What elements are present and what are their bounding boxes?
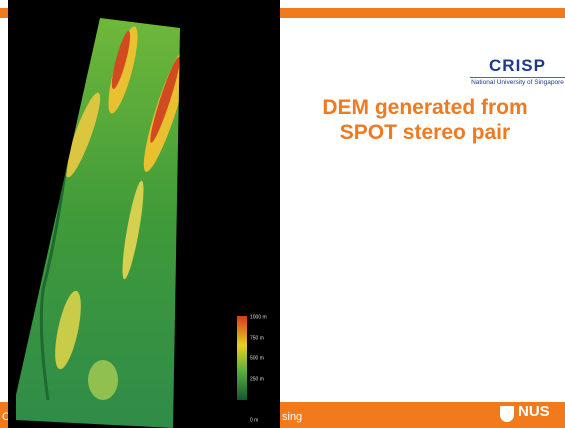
colorbar-label: 0 m	[250, 417, 258, 423]
nus-crest	[500, 406, 514, 422]
logo-text: CRISP	[470, 56, 565, 76]
footer-text: sing	[282, 411, 302, 423]
crisp-logo: CRISP National University of Singapore	[470, 56, 565, 86]
title-line: SPOT stereo pair	[285, 120, 565, 145]
colorbar-label: 750 m	[250, 335, 264, 341]
colorbar-label: 250 m	[250, 376, 264, 382]
colorbar-label: 500 m	[250, 355, 264, 361]
footer-logo: NUS	[518, 403, 550, 420]
colorbar	[237, 316, 247, 400]
dem-image: 1000 m 750 m 500 m 250 m 0 m	[8, 0, 280, 428]
logo-subtitle: National University of Singapore	[470, 77, 565, 86]
slide-title: DEM generated from SPOT stereo pair	[285, 95, 565, 145]
title-line: DEM generated from	[285, 95, 565, 120]
slide: {"header": {"logo": "CRISP", "logo_subti…	[0, 0, 565, 428]
colorbar-label: 1000 m	[250, 314, 267, 320]
